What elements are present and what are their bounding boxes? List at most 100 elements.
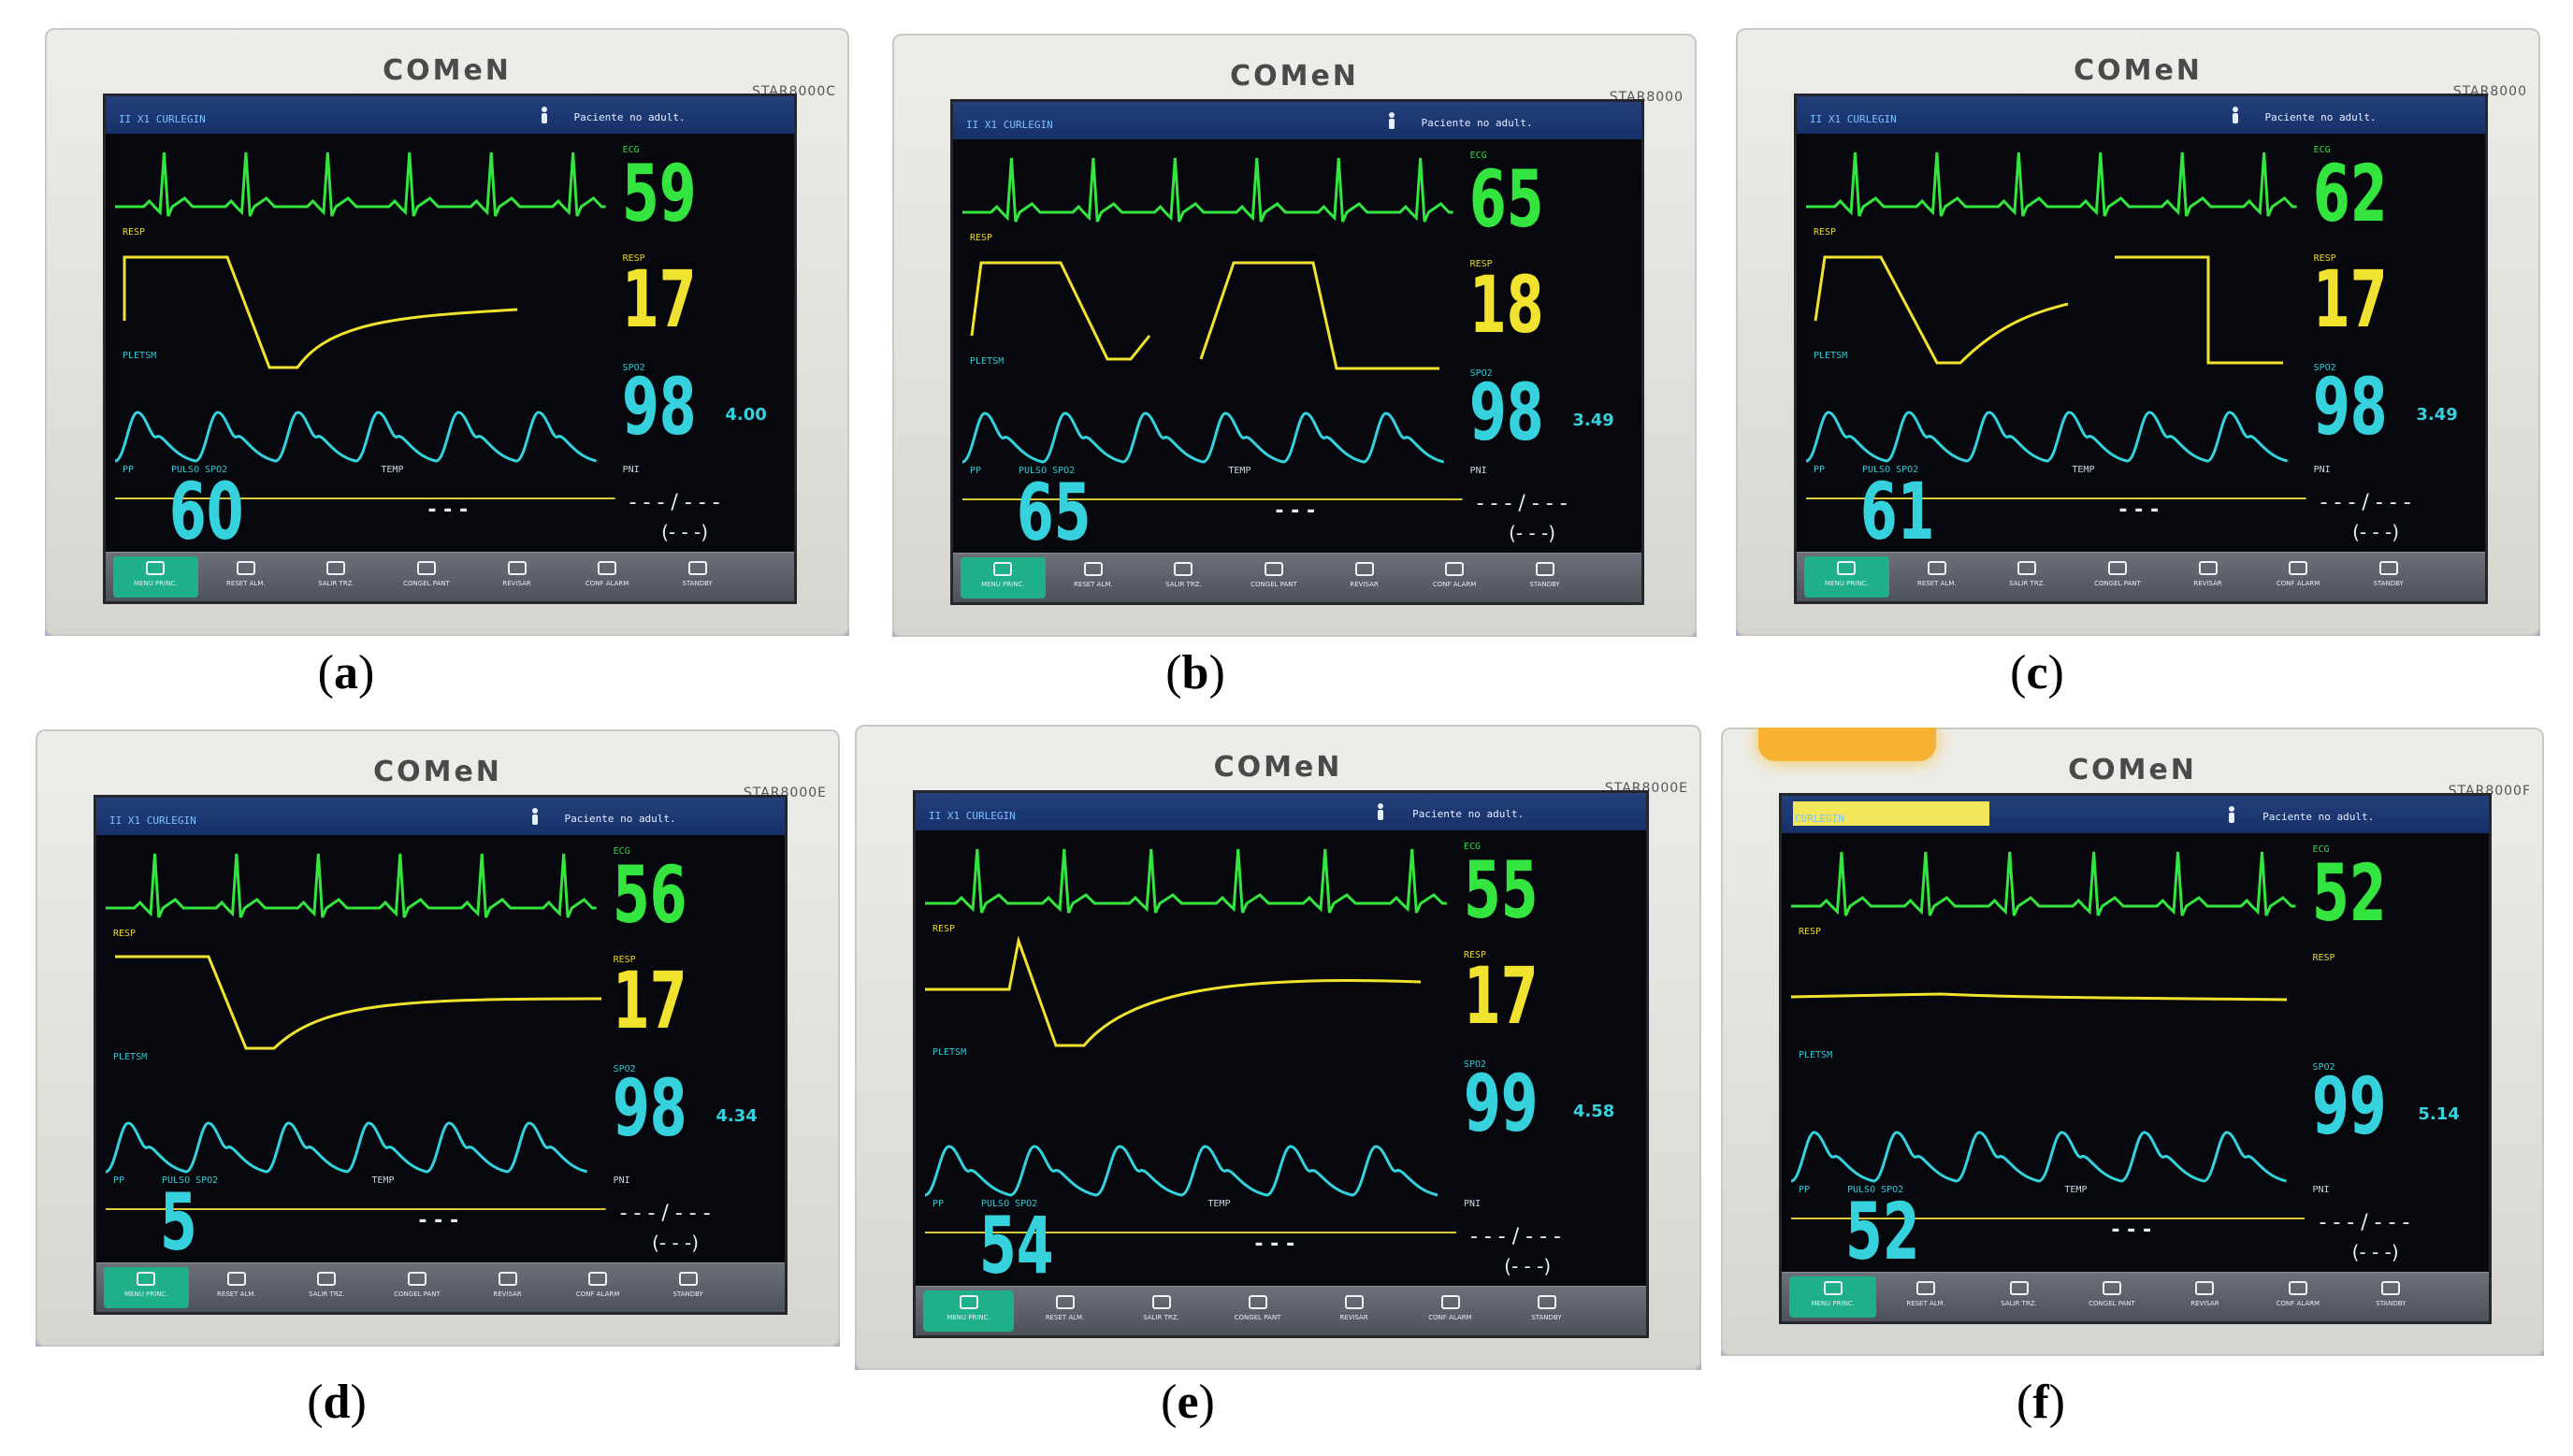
resp-label: RESP — [123, 227, 146, 238]
softkey-menu-princ-[interactable]: MENU PRINC. — [104, 1267, 189, 1308]
softkey-congel-pant[interactable]: CONGEL PANT — [1212, 1290, 1303, 1332]
nibp-mean: (- - -) — [652, 1232, 700, 1254]
pulse-rate-value: 54 — [979, 1200, 1054, 1291]
resp-label: RESP — [970, 233, 993, 243]
softkey-salir-trz-[interactable]: SALIR TRZ. — [1141, 557, 1226, 598]
softkey-reset-alm-[interactable]: RESET ALM. — [1019, 1290, 1110, 1332]
softkey-standby[interactable]: STANDBY — [1502, 557, 1587, 598]
softkey-reset-alm-[interactable]: RESET ALM. — [195, 1267, 280, 1308]
power-icon — [687, 561, 707, 575]
softkey-salir-trz-[interactable]: SALIR TRZ. — [1116, 1290, 1207, 1332]
softkey-revisar[interactable]: REVISAR — [474, 556, 559, 598]
softkey-conf-alarm[interactable]: CONF ALARM — [1412, 557, 1497, 598]
monitor-screen: II X1 CURLEGIN Paciente no adult. RESP PLET… — [103, 94, 797, 604]
softkey-conf-alarm[interactable]: CONF ALARM — [556, 1267, 641, 1308]
people-icon — [2017, 561, 2037, 575]
spo2-value: 98 — [1469, 367, 1544, 458]
resp-label: RESP — [1799, 927, 1822, 937]
softkey-congel-pant[interactable]: CONGEL PANT — [1232, 557, 1317, 598]
softkey-reset-alm-[interactable]: RESET ALM. — [1051, 557, 1136, 598]
softkey-salir-trz-[interactable]: SALIR TRZ. — [1985, 556, 2070, 598]
nibp-mean: (- - -) — [1504, 1255, 1552, 1277]
alarm-config-icon — [598, 561, 617, 575]
rr-label: RESP — [2312, 953, 2335, 963]
softkey-menu-princ-[interactable]: MENU PRINC. — [1789, 1276, 1877, 1318]
softkey-label: RESET ALM. — [1045, 1314, 1085, 1321]
monitor-icon — [137, 1272, 156, 1286]
freeze-icon — [416, 561, 436, 575]
softkey-reset-alm-[interactable]: RESET ALM. — [1882, 1276, 1969, 1318]
softkey-reset-alm-[interactable]: RESET ALM. — [204, 556, 289, 598]
power-icon — [1535, 562, 1554, 576]
softkey-conf-alarm[interactable]: CONF ALARM — [1405, 1290, 1496, 1332]
softkey-congel-pant[interactable]: CONGEL PANT — [384, 556, 470, 598]
softkey-menu-princ-[interactable]: MENU PRINC. — [1804, 556, 1889, 598]
spo2-label: SPO2 — [2313, 363, 2336, 373]
softkey-standby[interactable]: STANDBY — [1501, 1290, 1592, 1332]
brand-logo: COMeN — [2068, 754, 2197, 786]
softkey-salir-trz-[interactable]: SALIR TRZ. — [294, 556, 379, 598]
lead-label: II X1 CURLEGIN — [966, 119, 1053, 131]
softkey-salir-trz-[interactable]: SALIR TRZ. — [284, 1267, 369, 1308]
softkey-menu-princ-[interactable]: MENU PRINC. — [923, 1290, 1014, 1332]
pp-label: PP — [113, 1175, 125, 1186]
monitor-screen: II X1 CURLEGIN Paciente no adult. RESP PLET… — [94, 795, 788, 1315]
nibp-value: - - - / - - - — [2320, 491, 2411, 514]
freeze-icon — [407, 1272, 426, 1286]
softkey-conf-alarm[interactable]: CONF ALARM — [2256, 556, 2341, 598]
softkey-revisar[interactable]: REVISAR — [2165, 556, 2250, 598]
temp-value: - - - — [427, 498, 469, 522]
nibp-label: PNI — [1469, 466, 1487, 476]
softkey-congel-pant[interactable]: CONGEL PANT — [2075, 556, 2161, 598]
waveform-area — [924, 848, 1456, 1233]
softkey-reset-alm-[interactable]: RESET ALM. — [1895, 556, 1980, 598]
nibp-value: - - - / - - - — [1476, 492, 1568, 515]
pi-value: 4.34 — [716, 1106, 758, 1126]
hr-label: ECG — [622, 145, 640, 155]
softkey-standby[interactable]: STANDBY — [655, 556, 740, 598]
softkey-label: REVISAR — [2193, 580, 2222, 587]
bell-icon — [1055, 1295, 1075, 1309]
alarm-banner — [1793, 801, 1989, 826]
hr-value: 55 — [1463, 844, 1539, 936]
status-bar: II X1 CURLEGIN Paciente no adult. — [953, 102, 1641, 139]
monitor-icon — [959, 1295, 978, 1309]
hr-label: ECG — [613, 846, 630, 857]
people-icon — [326, 561, 346, 575]
status-bar: II X1 CURLEGIN Paciente no adult. — [1797, 96, 2485, 134]
softkey-revisar[interactable]: REVISAR — [2161, 1276, 2248, 1318]
hr-value: 65 — [1469, 153, 1544, 245]
softkey-revisar[interactable]: REVISAR — [465, 1267, 550, 1308]
temp-label: TEMP — [371, 1175, 395, 1186]
softkey-revisar[interactable]: REVISAR — [1308, 1290, 1399, 1332]
waveform-area — [105, 853, 606, 1210]
softkey-menu-princ-[interactable]: MENU PRINC. — [961, 557, 1046, 598]
softkey-menu-princ-[interactable]: MENU PRINC. — [113, 556, 198, 598]
resp-wave — [1790, 992, 2288, 1002]
nibp-value: - - - / - - - — [2319, 1211, 2410, 1234]
softkey-revisar[interactable]: REVISAR — [1322, 557, 1407, 598]
resp-label: RESP — [932, 924, 956, 934]
softkey-label: RESET ALM. — [226, 580, 266, 587]
softkey-standby[interactable]: STANDBY — [645, 1267, 730, 1308]
softkey-standby[interactable]: STANDBY — [2346, 556, 2431, 598]
softkey-label: REVISAR — [493, 1290, 522, 1298]
pulse-label: PULSO SPO2 — [1019, 466, 1076, 476]
pp-label: PP — [1799, 1185, 1811, 1195]
softkey-congel-pant[interactable]: CONGEL PANT — [375, 1267, 460, 1308]
softkey-conf-alarm[interactable]: CONF ALARM — [565, 556, 650, 598]
softkey-salir-trz-[interactable]: SALIR TRZ. — [1975, 1276, 2062, 1318]
pulse-rate-value: 52 — [1845, 1186, 1920, 1277]
caption-letter: f — [2032, 1376, 2049, 1429]
waveform-area — [114, 151, 615, 499]
caption-c: (c) — [2010, 646, 2064, 699]
grid-icon — [2195, 1281, 2215, 1295]
softkey-label: MENU PRINC. — [134, 580, 178, 587]
softkey-conf-alarm[interactable]: CONF ALARM — [2254, 1276, 2341, 1318]
softkey-standby[interactable]: STANDBY — [2348, 1276, 2435, 1318]
caption-b: (b) — [1165, 646, 1225, 699]
freeze-icon — [2102, 1281, 2121, 1295]
softkey-congel-pant[interactable]: CONGEL PANT — [2068, 1276, 2155, 1318]
waveform-area — [961, 157, 1463, 500]
caption-letter: c — [2026, 646, 2048, 699]
